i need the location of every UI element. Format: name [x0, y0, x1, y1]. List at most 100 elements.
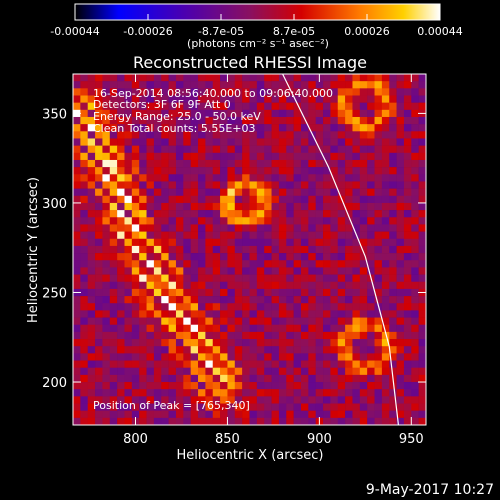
heatmap-cell [389, 324, 397, 333]
heatmap-cell [308, 410, 316, 419]
heatmap-cell [411, 281, 419, 290]
heatmap-cell [212, 95, 221, 103]
heatmap-cell [183, 102, 191, 111]
heatmap-cell [124, 396, 133, 404]
heatmap-cell [271, 396, 280, 404]
heatmap-cell [271, 417, 280, 425]
heatmap-cell [234, 374, 243, 383]
heatmap-cell [80, 331, 88, 340]
heatmap-cell [300, 389, 309, 397]
heatmap-cell [403, 331, 412, 340]
heatmap-cell [198, 188, 206, 197]
heatmap-cell [256, 210, 265, 218]
heatmap-cell [153, 116, 162, 125]
heatmap-cell [234, 417, 243, 425]
heatmap-cell [286, 167, 294, 175]
heatmap-cell [271, 217, 280, 225]
heatmap-cell [73, 324, 81, 333]
heatmap-cell [264, 224, 272, 232]
heatmap-cell [389, 159, 397, 168]
heatmap-cell [352, 181, 361, 189]
heatmap-cell [146, 81, 155, 89]
heatmap-cell [124, 253, 133, 261]
heatmap-cell [153, 324, 162, 333]
heatmap-cell [426, 404, 434, 411]
heatmap-cell [249, 231, 258, 240]
heatmap-cell [95, 324, 103, 333]
heatmap-cell [131, 188, 140, 197]
heatmap-cell [227, 210, 236, 218]
annotation-clean-counts: Clean Total counts: 5.55E+03 [93, 122, 256, 135]
heatmap-cell [300, 288, 309, 297]
heatmap-cell [323, 116, 331, 125]
heatmap-cell [168, 382, 177, 390]
heatmap-cell [396, 410, 405, 419]
heatmap-cell [374, 102, 383, 111]
heatmap-cell [293, 159, 302, 168]
heatmap-cell [411, 274, 419, 283]
heatmap-cell [418, 281, 426, 290]
heatmap-cell [234, 159, 243, 168]
heatmap-cell [102, 159, 111, 168]
heatmap-cell [146, 238, 155, 247]
heatmap-cell [264, 231, 272, 240]
heatmap-cell [300, 303, 309, 311]
heatmap-cell [131, 131, 140, 139]
heatmap-cell [190, 253, 199, 261]
heatmap-cell [411, 267, 419, 275]
heatmap-cell [183, 281, 191, 290]
heatmap-cell [242, 346, 250, 354]
heatmap-cell [308, 303, 316, 311]
heatmap-cell [278, 346, 287, 354]
heatmap-cell [337, 202, 346, 211]
heatmap-cell [264, 267, 272, 275]
heatmap-cell [109, 353, 118, 361]
heatmap-cell [168, 238, 177, 247]
heatmap-cell [396, 339, 405, 347]
heatmap-cell [264, 346, 272, 354]
heatmap-cell [227, 324, 236, 333]
heatmap-cell [315, 109, 324, 118]
heatmap-cell [131, 202, 140, 211]
heatmap-cell [271, 145, 280, 154]
heatmap-cell [249, 81, 258, 89]
heatmap-cell [278, 195, 287, 204]
heatmap-cell [139, 417, 147, 425]
heatmap-cell [278, 281, 287, 290]
heatmap-cell [271, 253, 280, 261]
heatmap-cell [205, 317, 214, 326]
heatmap-cell [367, 374, 375, 383]
heatmap-cell [175, 288, 184, 297]
heatmap-cell [73, 95, 81, 103]
heatmap-cell [308, 102, 316, 111]
heatmap-cell [220, 310, 228, 318]
heatmap-cell [286, 245, 294, 254]
heatmap-cell [374, 396, 383, 404]
heatmap-cell [168, 81, 177, 89]
heatmap-cell [227, 238, 236, 247]
heatmap-cell [381, 238, 390, 247]
heatmap-cell [212, 124, 221, 132]
heatmap-cell [117, 159, 125, 168]
heatmap-cell [183, 425, 191, 432]
heatmap-cell [190, 181, 199, 189]
heatmap-cell [359, 382, 368, 390]
heatmap-cell [352, 281, 361, 290]
heatmap-cell [212, 296, 221, 304]
heatmap-cell [374, 281, 383, 290]
heatmap-cell [212, 145, 221, 154]
heatmap-cell [80, 267, 88, 275]
heatmap-cell [117, 274, 125, 283]
heatmap-cell [131, 367, 140, 376]
heatmap-cell [87, 374, 96, 383]
heatmap-cell [293, 174, 302, 182]
heatmap-cell [278, 174, 287, 182]
heatmap-cell [256, 303, 265, 311]
heatmap-cell [175, 202, 184, 211]
heatmap-cell [256, 382, 265, 390]
heatmap-cell [227, 231, 236, 240]
heatmap-cell [403, 231, 412, 240]
heatmap-cell [426, 418, 434, 425]
heatmap-cell [337, 281, 346, 290]
heatmap-cell [183, 274, 191, 283]
